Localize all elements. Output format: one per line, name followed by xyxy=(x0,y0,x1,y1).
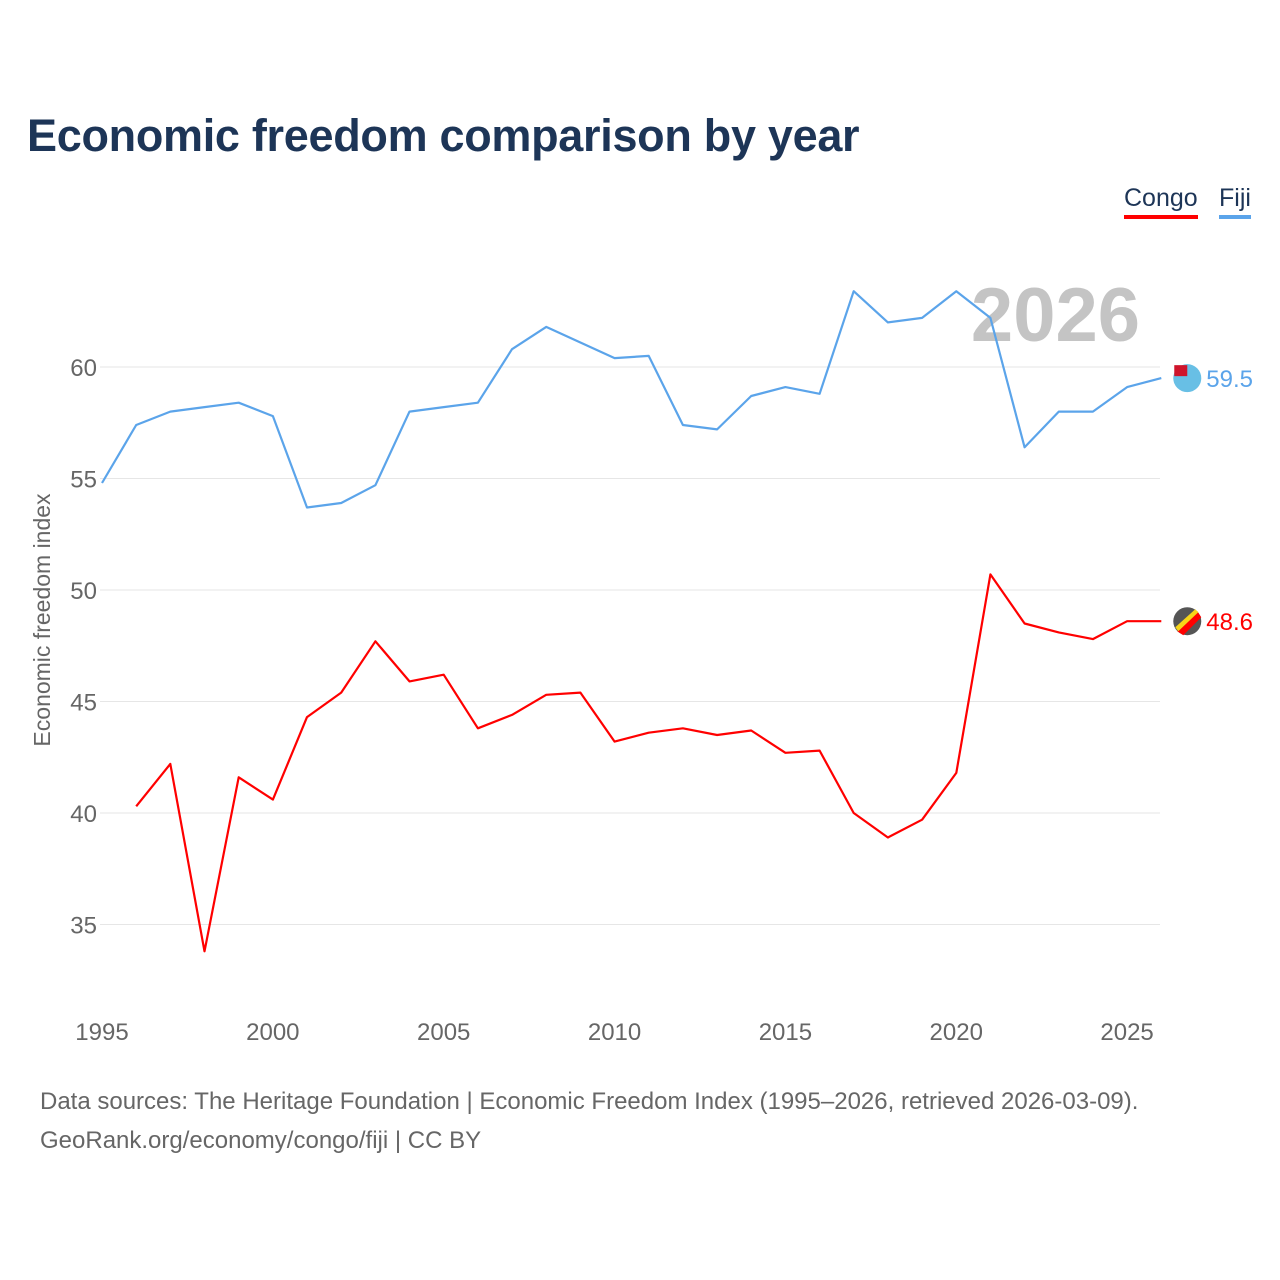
flag-stripe xyxy=(1177,611,1202,636)
chart-title: Economic freedom comparison by year xyxy=(27,110,860,161)
y-tick-label: 50 xyxy=(70,578,97,605)
x-tick-label: 2020 xyxy=(930,1019,983,1046)
legend-item-fiji[interactable]: Fiji xyxy=(1219,184,1251,219)
series-line-fiji xyxy=(101,290,1162,509)
flag-canton xyxy=(1174,365,1188,377)
source-note: Data sources: The Heritage Foundation | … xyxy=(40,1088,1139,1115)
source-url: GeoRank.org/economy/congo/fiji | CC BY xyxy=(40,1127,482,1154)
x-tick-label: 2010 xyxy=(588,1019,641,1046)
x-tick-label: 2025 xyxy=(1100,1019,1153,1046)
x-tick-label: 2000 xyxy=(246,1019,299,1046)
end-value-label-congo: 48.6 xyxy=(1206,609,1253,636)
y-tick-label: 60 xyxy=(70,355,97,382)
y-tick-label: 40 xyxy=(70,801,97,828)
year-watermark: 2026 xyxy=(971,273,1140,358)
x-tick-label: 2015 xyxy=(759,1019,812,1046)
legend-item-congo[interactable]: Congo xyxy=(1124,184,1198,219)
x-tick-label: 2005 xyxy=(417,1019,470,1046)
x-tick-label: 1995 xyxy=(75,1019,128,1046)
y-tick-label: 35 xyxy=(70,913,97,940)
end-value-label-fiji: 59.5 xyxy=(1206,366,1253,393)
flag-stripe xyxy=(1175,609,1199,632)
y-axis-label: Economic freedom index xyxy=(29,493,55,747)
y-tick-label: 55 xyxy=(70,467,97,494)
y-tick-label: 45 xyxy=(70,690,97,717)
series-line-congo xyxy=(135,573,1162,953)
